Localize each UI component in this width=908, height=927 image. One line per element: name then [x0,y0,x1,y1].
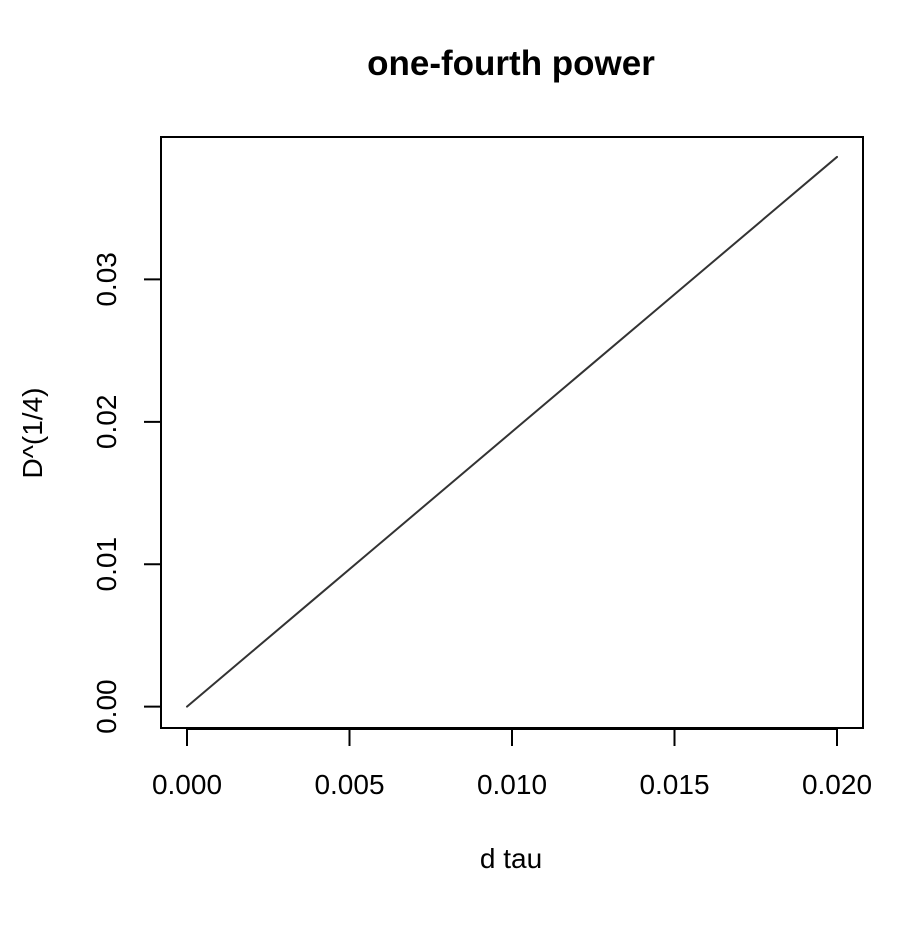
y-tick-label: 0.00 [91,679,122,734]
chart-title: one-fourth power [367,44,655,83]
series-layer [186,155,838,708]
x-tick-label: 0.015 [639,769,709,800]
x-tick-label: 0.000 [152,769,222,800]
x-tick-label: 0.010 [477,769,547,800]
y-tick-label: 0.03 [91,252,122,307]
x-tick-label: 0.020 [802,769,872,800]
y-axis-label: D^(1/4) [17,388,48,479]
y-tick-label: 0.01 [91,537,122,592]
y-axis: 0.00 0.01 0.02 0.03 [91,252,162,734]
series-line-1 [186,155,838,708]
y-tick-label: 0.02 [91,395,122,450]
x-axis-label: d tau [480,843,542,874]
x-tick-label: 0.005 [314,769,384,800]
x-axis: 0.000 0.005 0.010 0.015 0.020 [152,728,872,800]
